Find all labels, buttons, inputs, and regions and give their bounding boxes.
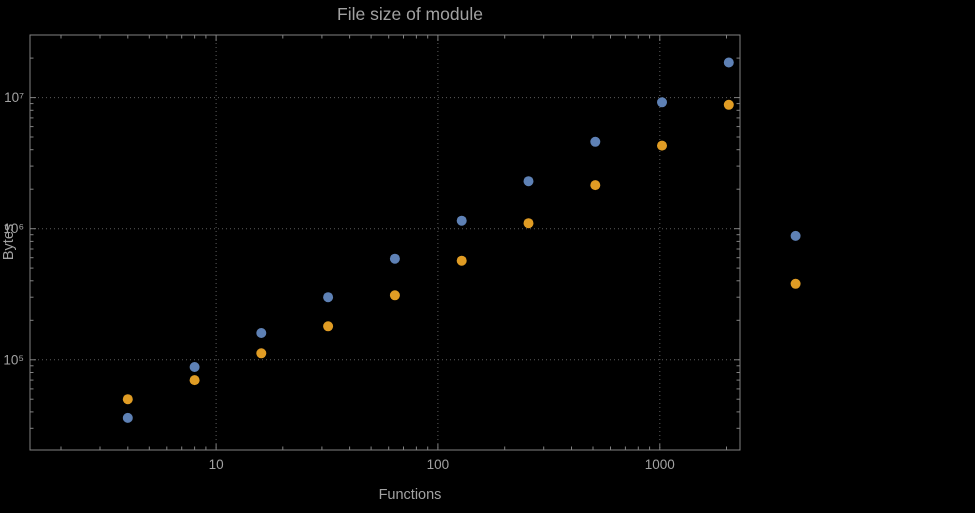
x-tick-label: 1000 <box>645 457 675 472</box>
plot-frame <box>29 34 741 451</box>
data-point <box>389 290 400 301</box>
data-point <box>256 348 267 359</box>
data-point <box>590 136 601 147</box>
data-point <box>790 230 801 241</box>
data-point <box>456 255 467 266</box>
data-point <box>523 176 534 187</box>
data-point <box>456 215 467 226</box>
data-point <box>122 394 133 405</box>
data-point <box>122 412 133 423</box>
y-tick-label: 10⁷ <box>4 90 24 105</box>
x-tick-label: 10 <box>209 457 224 472</box>
data-point <box>523 218 534 229</box>
data-point <box>590 180 601 191</box>
data-point <box>790 278 801 289</box>
chart-title: File size of module <box>337 4 483 24</box>
y-tick-label: 10⁵ <box>3 352 24 367</box>
data-point <box>323 321 334 332</box>
data-point <box>723 99 734 110</box>
y-tick-label: 10⁶ <box>3 221 24 236</box>
x-tick-label: 100 <box>427 457 450 472</box>
data-point <box>189 375 200 386</box>
data-point <box>657 140 667 151</box>
data-point <box>657 97 667 108</box>
x-axis-label: Functions <box>378 487 442 503</box>
data-point <box>389 253 400 264</box>
data-point <box>256 328 267 338</box>
data-point <box>189 362 200 372</box>
data-point <box>323 292 334 303</box>
data-point <box>723 57 734 68</box>
